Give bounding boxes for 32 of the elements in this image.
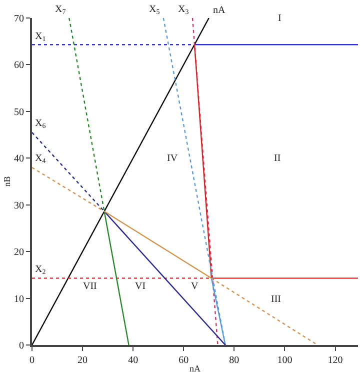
y-tick-label: 30 <box>14 200 24 212</box>
series-label: X$_{3}$ <box>178 4 190 16</box>
series-label: X$_{1}$ <box>35 31 46 44</box>
annotation: IV <box>167 153 178 164</box>
y-axis-title: nB <box>2 176 12 187</box>
series-label: X$_{6}$ <box>35 118 46 130</box>
y-tick-label: 10 <box>14 294 24 305</box>
y-tick-label: 70 <box>14 14 24 24</box>
annotation: III <box>271 294 281 305</box>
x-tick-label: 120 <box>328 355 343 366</box>
y-tick-label: 60 <box>14 60 24 72</box>
y-tick-label: 20 <box>14 247 24 258</box>
annotation: VII <box>83 281 97 292</box>
series-label: X$_{5}$ <box>149 4 160 16</box>
y-tick-label: 40 <box>14 154 24 165</box>
series-label: X$_{7}$ <box>55 4 66 16</box>
annotation: II <box>274 153 281 164</box>
annotation: VI <box>135 281 146 292</box>
x-tick-label: 60 <box>178 355 189 366</box>
annotation: V <box>191 281 199 292</box>
y-tick-label: 0 <box>19 340 24 352</box>
x-axis-title: nA <box>190 363 201 374</box>
x-tick-label: 0 <box>30 355 34 366</box>
annotation: I <box>278 13 282 24</box>
series-label: X$_{2}$ <box>35 264 46 276</box>
x-tick-label: 40 <box>128 355 138 366</box>
series-label: X$_{4}$ <box>35 153 46 166</box>
series-label: nA <box>213 5 226 16</box>
x-tick-label: 20 <box>78 355 88 366</box>
x-tick-label: 80 <box>229 355 240 366</box>
x-tick-label: 100 <box>277 355 292 366</box>
y-tick-label: 50 <box>14 106 24 118</box>
